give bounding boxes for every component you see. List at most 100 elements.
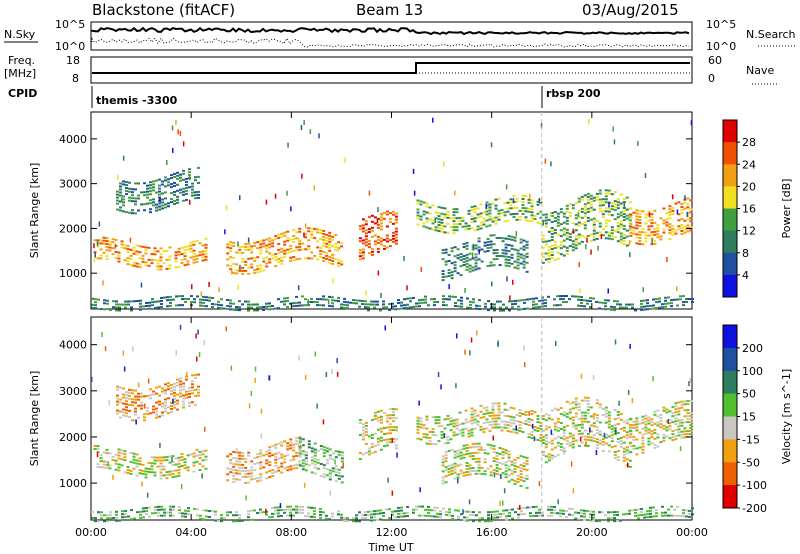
echo-cell [494, 426, 498, 429]
echo-cell [532, 506, 535, 508]
noise-cell [499, 501, 501, 506]
echo-cell [556, 453, 560, 456]
echo-cell [289, 505, 292, 508]
echo-cell [307, 304, 310, 307]
echo-cell [340, 303, 343, 306]
echo-cell [361, 254, 365, 257]
echo-cell [472, 301, 475, 304]
y-tick-label: 4000 [59, 133, 87, 146]
echo-cell [616, 228, 620, 231]
echo-cell [358, 434, 362, 436]
echo-cell [644, 417, 648, 420]
echo-cell [466, 306, 469, 309]
echo-cell [244, 245, 248, 248]
echo-cell [682, 512, 685, 515]
echo-cell [202, 304, 205, 307]
echo-cell [462, 243, 466, 245]
echo-cell [619, 241, 623, 244]
echo-cell [247, 469, 251, 472]
echo-cell [126, 469, 130, 471]
echo-cell [313, 457, 317, 460]
echo-cell [367, 231, 371, 234]
echo-cell [151, 304, 154, 307]
echo-cell [142, 305, 145, 308]
echo-cell [184, 515, 187, 518]
echo-cell [437, 227, 441, 230]
echo-cell [322, 256, 326, 259]
echo-cell [635, 209, 639, 212]
echo-cell [91, 510, 94, 513]
echo-cell [201, 244, 205, 247]
echo-cell [483, 241, 487, 244]
echo-cell [565, 204, 569, 207]
echo-cell [583, 438, 587, 441]
noise-cell [642, 287, 644, 293]
echo-cell [619, 519, 622, 522]
echo-cell [586, 299, 589, 302]
noise-cell [676, 209, 679, 215]
echo-cell [598, 421, 602, 424]
noise-cell [432, 117, 434, 123]
echo-cell [129, 451, 133, 454]
echo-cell [96, 448, 100, 451]
echo-cell [644, 240, 648, 243]
nsearch-label: N.Search [746, 28, 796, 41]
echo-cell [638, 210, 642, 212]
noise-cell [287, 142, 289, 148]
echo-cell [571, 204, 575, 207]
echo-cell [181, 298, 184, 301]
echo-cell [376, 440, 380, 443]
echo-cell [229, 247, 233, 250]
noise-cell [578, 262, 580, 268]
echo-cell [232, 271, 236, 274]
echo-cell [610, 437, 614, 440]
echo-cell [419, 420, 423, 423]
echo-cell [204, 252, 208, 255]
echo-cell [490, 511, 493, 513]
echo-cell [653, 410, 657, 413]
echo-cell [497, 405, 501, 408]
echo-cell [498, 468, 502, 470]
echo-cell [132, 467, 136, 470]
echo-cell [519, 467, 523, 470]
nave-tick-low: 0 [708, 72, 715, 85]
echo-cell [138, 257, 142, 260]
echo-cell [556, 417, 560, 420]
echo-cell [525, 459, 529, 462]
echo-cell [176, 195, 179, 198]
echo-cell [550, 448, 554, 451]
echo-cell [235, 514, 238, 517]
echo-cell [499, 309, 502, 312]
echo-cell [622, 456, 626, 459]
echo-cell [195, 239, 199, 242]
noise-cell [268, 375, 270, 381]
echo-cell [439, 510, 442, 513]
echo-cell [571, 246, 575, 249]
echo-cell [502, 309, 505, 312]
echo-cell [419, 438, 423, 441]
echo-cell [501, 472, 505, 475]
echo-cell [198, 242, 202, 245]
echo-cell [689, 226, 693, 229]
echo-cell [111, 253, 115, 256]
echo-cell [559, 515, 562, 518]
echo-cell [161, 201, 164, 204]
echo-cell [501, 448, 505, 451]
echo-cell [462, 246, 466, 248]
echo-cell [322, 259, 326, 262]
echo-cell [149, 184, 152, 187]
echo-cell [504, 467, 508, 470]
echo-cell [139, 510, 142, 513]
echo-cell [671, 412, 675, 415]
echo-cell [553, 259, 557, 261]
echo-cell [646, 302, 649, 305]
echo-cell [99, 248, 103, 251]
echo-cell [115, 309, 118, 312]
echo-cell [188, 171, 191, 174]
echo-cell [497, 209, 501, 212]
noise-cell [464, 287, 466, 293]
echo-cell [152, 201, 155, 204]
echo-cell [192, 452, 196, 455]
echo-cell [415, 302, 418, 305]
